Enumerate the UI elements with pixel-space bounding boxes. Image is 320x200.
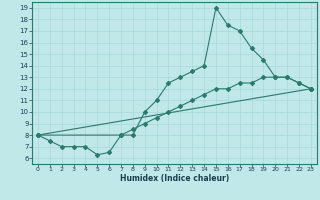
X-axis label: Humidex (Indice chaleur): Humidex (Indice chaleur): [120, 174, 229, 183]
